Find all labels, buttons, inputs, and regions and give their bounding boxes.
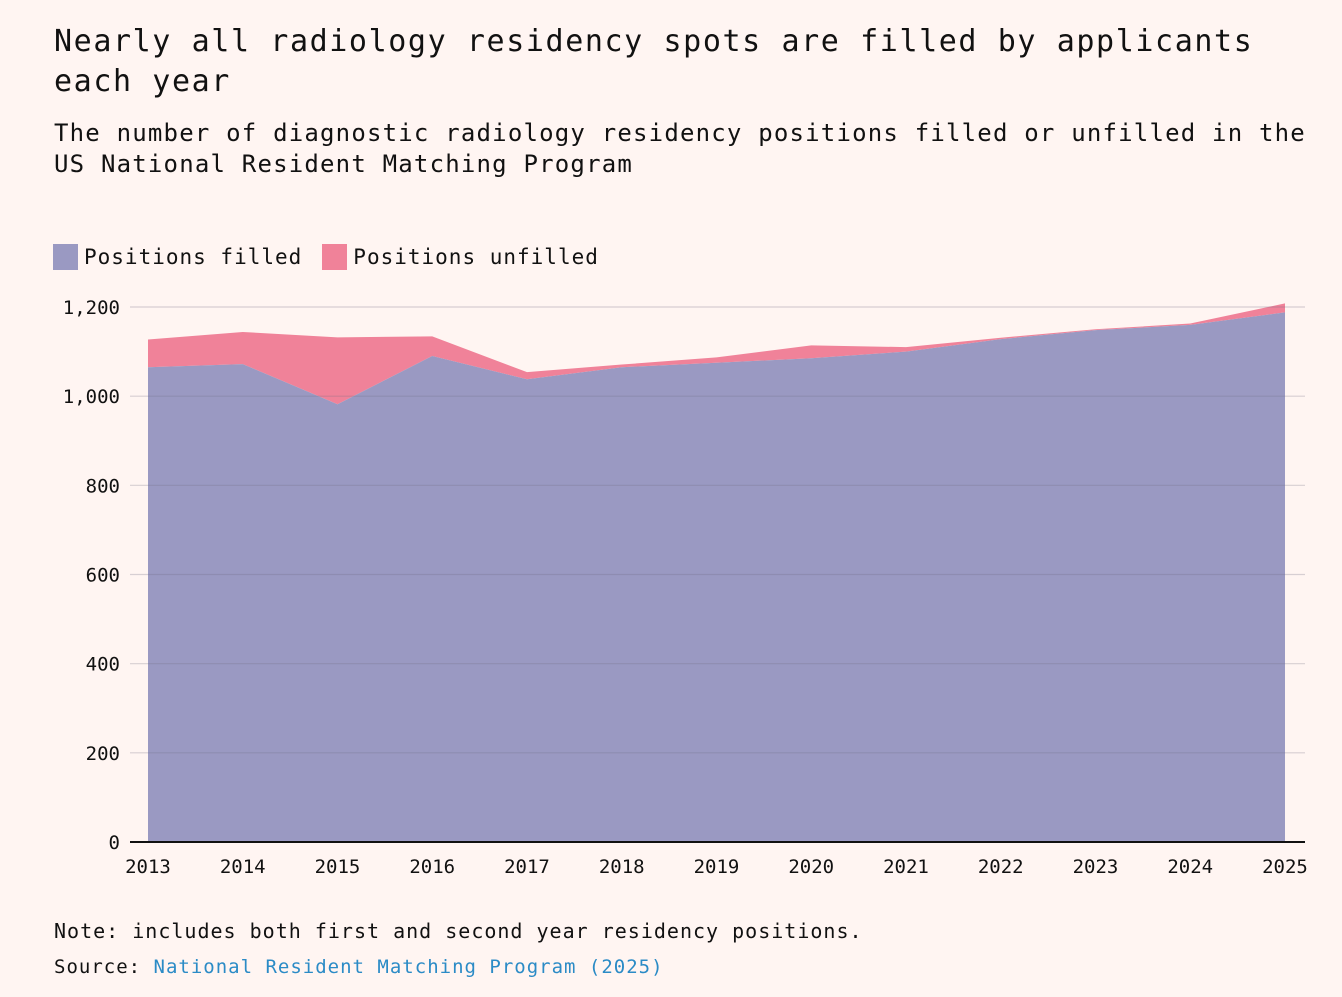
source-link[interactable]: National Resident Matching Program (2025…	[153, 956, 664, 978]
source-prefix: Source:	[54, 956, 142, 978]
chart-title: Nearly all radiology residency spots are…	[54, 24, 1254, 99]
chart-source: Source: National Resident Matching Progr…	[54, 956, 664, 978]
chart-subtitle: The number of diagnostic radiology resid…	[54, 119, 1306, 178]
y-tick-label: 600	[86, 565, 120, 587]
x-tick-label: 2016	[409, 856, 455, 878]
area-unfilled	[148, 303, 1285, 405]
x-tick-label: 2015	[315, 856, 361, 878]
chart-note: Note: includes both first and second yea…	[54, 919, 863, 943]
legend-item-unfilled: Positions unfilled	[322, 244, 599, 270]
y-tick-label: 1,000	[63, 386, 120, 408]
y-tick-label: 200	[86, 743, 120, 765]
legend-swatch-filled	[53, 244, 78, 270]
x-tick-label: 2025	[1262, 856, 1308, 878]
area-filled	[148, 312, 1285, 843]
legend-item-filled: Positions filled	[53, 244, 302, 270]
legend-label-unfilled: Positions unfilled	[353, 245, 599, 269]
x-tick-label: 2018	[599, 856, 645, 878]
x-tick-label: 2021	[883, 856, 929, 878]
x-tick-label: 2024	[1167, 856, 1213, 878]
legend-swatch-unfilled	[322, 244, 348, 270]
x-tick-label: 2022	[978, 856, 1024, 878]
legend-label-filled: Positions filled	[84, 245, 303, 269]
y-tick-label: 0	[109, 832, 120, 854]
x-tick-label: 2014	[220, 856, 266, 878]
x-tick-label: 2020	[788, 856, 834, 878]
x-tick-label: 2013	[125, 856, 171, 878]
x-tick-label: 2019	[694, 856, 740, 878]
y-tick-label: 400	[86, 654, 120, 676]
area-chart: 0 200 400 600 800 1,000 1,200 2013 2014 2015 2016 2…	[63, 297, 1308, 878]
x-tick-label: 2023	[1073, 856, 1119, 878]
x-tick-label: 2017	[504, 856, 550, 878]
legend: Positions filled Positions unfilled	[53, 244, 619, 270]
y-tick-label: 800	[86, 475, 120, 497]
y-tick-label: 1,200	[63, 297, 120, 319]
